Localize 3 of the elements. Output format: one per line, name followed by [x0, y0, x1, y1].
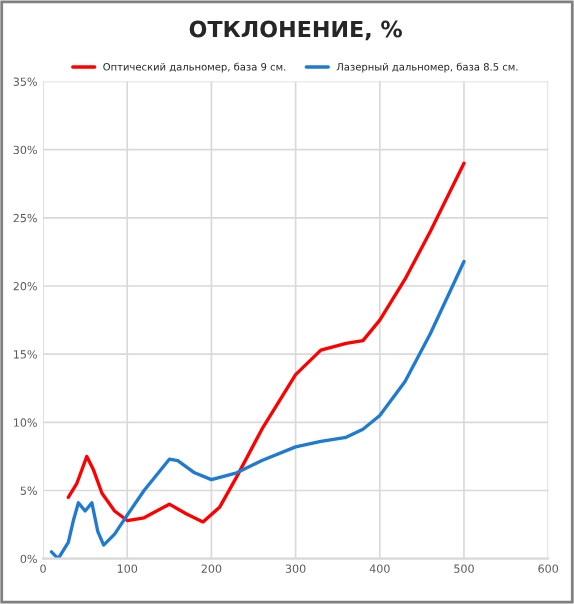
line-series [49, 259, 466, 559]
line-series [66, 161, 466, 524]
chart-title: ОТКЛОНЕНИЕ, % [189, 20, 402, 41]
